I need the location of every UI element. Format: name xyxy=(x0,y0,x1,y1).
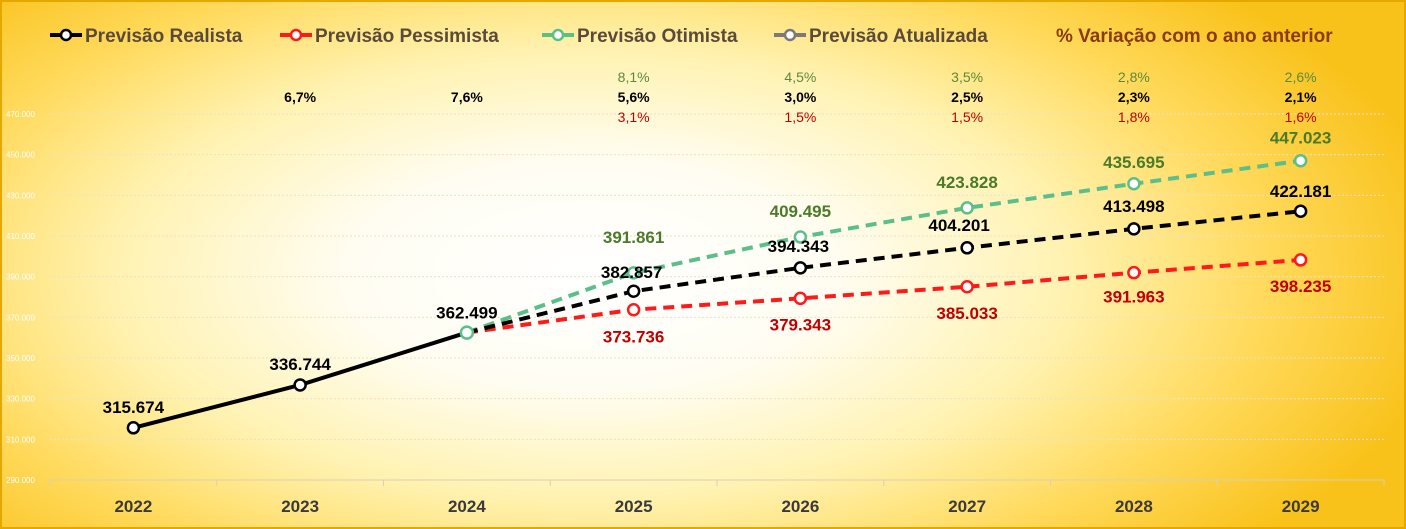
data-label: 435.695 xyxy=(1103,153,1164,172)
data-label: 422.181 xyxy=(1270,182,1331,201)
y-tick-label: 310.000 xyxy=(6,435,35,444)
data-point xyxy=(1127,265,1141,280)
data-point xyxy=(126,421,141,435)
variation-value-optimistic: 3,5% xyxy=(951,69,983,85)
y-tick-label: 290.000 xyxy=(6,476,35,485)
data-label: 379.343 xyxy=(770,315,831,334)
x-tick-label: 2024 xyxy=(448,497,486,516)
y-axis-ticks: 470.000 450.000 430.000 410.000 390.000 370.0… xyxy=(6,110,35,485)
data-label: 382.857 xyxy=(601,263,662,282)
data-point xyxy=(1293,253,1308,267)
y-tick-label: 370.000 xyxy=(6,313,35,322)
legend-marker-point xyxy=(59,28,73,42)
x-tick-label: 2026 xyxy=(781,497,819,516)
data-point xyxy=(960,201,974,215)
variation-value-pessimistic: 1,8% xyxy=(1118,109,1150,125)
data-label: 315.674 xyxy=(103,398,165,417)
variation-value-realistic: 2,1% xyxy=(1285,89,1317,105)
legend-variation-title: % Variação com o ano anterior xyxy=(1056,26,1333,47)
variation-value-optimistic: 4,5% xyxy=(784,69,816,85)
data-label: 362.499 xyxy=(436,304,497,323)
data-labels: 315.674 336.744 362.499 382.857 394.343 404.2… xyxy=(103,129,1332,417)
data-label: 423.828 xyxy=(936,173,997,192)
data-point-2024 xyxy=(459,325,475,340)
legend-label: Previsão Realista xyxy=(85,26,243,47)
data-label: 373.736 xyxy=(603,328,664,347)
legend: Previsão Realista Previsão Pessimista Prev… xyxy=(50,26,1333,47)
variation-value-realistic: 5,6% xyxy=(618,89,650,105)
data-point xyxy=(793,230,808,244)
x-tick-label: 2025 xyxy=(615,497,653,516)
variation-value-pessimistic: 1,5% xyxy=(784,109,816,125)
legend-marker-point xyxy=(783,28,797,42)
legend-label: Previsão Pessimista xyxy=(315,26,499,47)
x-tick-label: 2028 xyxy=(1115,497,1153,516)
series-points xyxy=(126,153,1308,435)
variation-row: 8,1% 4,5% 3,5% 2,8% 2,6% 6,7% 7,6% 5,6% 3,0% 2,5%… xyxy=(284,69,1317,125)
y-tick-label: 350.000 xyxy=(6,354,35,363)
variation-value-realistic: 7,6% xyxy=(451,89,483,105)
data-label: 385.033 xyxy=(936,304,997,323)
grid xyxy=(50,113,1384,481)
data-label: 413.498 xyxy=(1103,197,1164,216)
data-label: 398.235 xyxy=(1270,277,1331,296)
data-point xyxy=(1127,222,1141,236)
variation-value-pessimistic: 1,6% xyxy=(1285,109,1317,125)
x-axis: 2022 2023 2024 2025 2026 2027 2028 2029 xyxy=(49,479,1385,516)
data-label: 391.861 xyxy=(603,228,664,247)
series-line-otimista xyxy=(466,158,1301,335)
x-tick-label: 2023 xyxy=(281,497,319,516)
y-tick-label: 390.000 xyxy=(6,273,35,282)
y-tick-label: 470.000 xyxy=(6,110,35,119)
x-tick-label: 2029 xyxy=(1282,497,1320,516)
data-point xyxy=(960,241,974,255)
variation-value-realistic: 6,7% xyxy=(284,89,316,105)
y-tick-label: 330.000 xyxy=(6,395,35,404)
data-label: 404.201 xyxy=(928,216,989,235)
data-label: 447.023 xyxy=(1270,129,1331,148)
data-point xyxy=(793,291,808,306)
variation-value-realistic: 3,0% xyxy=(784,89,816,105)
data-point xyxy=(960,280,974,294)
series-line-realista-dashed xyxy=(466,209,1301,335)
variation-value-realistic: 2,5% xyxy=(951,89,983,105)
data-point xyxy=(626,302,641,317)
variation-value-pessimistic: 3,1% xyxy=(618,109,650,125)
x-tick-label: 2022 xyxy=(114,497,152,516)
y-tick-label: 430.000 xyxy=(6,191,35,200)
data-point xyxy=(626,284,641,298)
data-point xyxy=(626,266,641,280)
data-point xyxy=(793,261,808,275)
variation-value-optimistic: 2,6% xyxy=(1285,69,1317,85)
data-label: 336.744 xyxy=(269,355,331,374)
data-label: 409.495 xyxy=(770,202,831,221)
variation-value-realistic: 2,3% xyxy=(1118,89,1150,105)
data-point xyxy=(1293,204,1308,218)
data-point xyxy=(293,378,307,392)
data-point xyxy=(1293,153,1308,168)
variation-value-optimistic: 8,1% xyxy=(618,69,650,85)
legend-label: Previsão Otimista xyxy=(577,26,738,47)
y-tick-label: 410.000 xyxy=(6,232,35,241)
legend-label: Previsão Atualizada xyxy=(809,26,988,47)
data-point xyxy=(1127,177,1141,191)
data-label: 394.343 xyxy=(768,237,829,256)
y-tick-label: 450.000 xyxy=(6,151,35,160)
variation-value-optimistic: 2,8% xyxy=(1118,69,1150,85)
series-line-pessimista xyxy=(466,257,1301,335)
legend-marker-point xyxy=(289,28,303,42)
variation-value-pessimistic: 1,5% xyxy=(951,109,983,125)
data-label: 391.963 xyxy=(1103,288,1164,307)
x-tick-label: 2027 xyxy=(948,497,986,516)
legend-marker-point xyxy=(551,28,565,42)
